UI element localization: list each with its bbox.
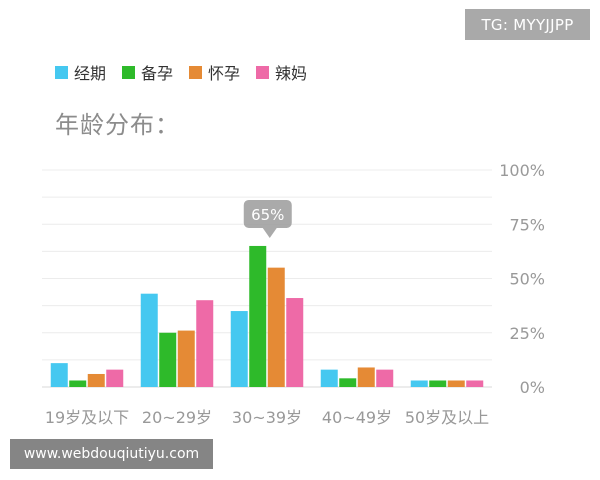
legend-item[interactable]: 辣妈 [256, 60, 307, 84]
bar [286, 298, 304, 387]
legend-swatch [55, 65, 68, 79]
chart-title: 年龄分布： [55, 111, 180, 139]
bar [447, 380, 465, 387]
legend-label: 备孕 [141, 64, 174, 83]
legend-swatch [189, 65, 203, 79]
bar [339, 378, 357, 387]
y-tick-label: 100% [499, 161, 545, 180]
legend-label: 怀孕 [208, 64, 241, 83]
tooltip-box [243, 199, 292, 228]
y-tick-label: 25% [509, 324, 545, 343]
x-tick-label: 40~49岁 [322, 408, 392, 427]
bar [466, 380, 484, 387]
legend-label: 经期 [74, 64, 107, 83]
bar [106, 369, 124, 387]
x-tick-label: 20~29岁 [142, 408, 212, 427]
y-tick-label: 75% [509, 215, 545, 234]
bar [196, 300, 214, 387]
y-tick-label: 50% [509, 270, 545, 289]
bar [87, 373, 105, 387]
legend-item[interactable]: 备孕 [122, 60, 173, 84]
chart-legend: 经期 备孕 怀孕 辣妈 [55, 60, 323, 84]
y-tick-label: 0% [520, 378, 545, 397]
legend-item[interactable]: 经期 [55, 60, 106, 84]
tooltip-text: 65% [251, 206, 284, 224]
bar [410, 380, 428, 387]
legend-swatch [122, 65, 136, 79]
bar [50, 363, 68, 387]
bar [230, 311, 248, 387]
x-tick-label: 50岁及以上 [405, 408, 489, 427]
legend-swatch [256, 65, 270, 79]
bar [267, 267, 285, 387]
bar [69, 380, 87, 387]
legend-item[interactable]: 怀孕 [189, 60, 240, 84]
watermark: www.webdouqiutiyu.com [10, 439, 213, 469]
bar [140, 293, 158, 387]
bar [159, 332, 177, 387]
bar [177, 330, 195, 387]
bar [357, 367, 375, 387]
legend-label: 辣妈 [275, 64, 308, 83]
bar [320, 369, 338, 387]
bar [249, 245, 267, 387]
tooltip-pointer [262, 227, 277, 238]
bar [429, 380, 447, 387]
bar [376, 369, 394, 387]
x-tick-label: 19岁及以下 [45, 408, 129, 427]
tg-badge: TG: MYYJJPP [465, 9, 590, 40]
x-tick-label: 30~39岁 [232, 408, 302, 427]
